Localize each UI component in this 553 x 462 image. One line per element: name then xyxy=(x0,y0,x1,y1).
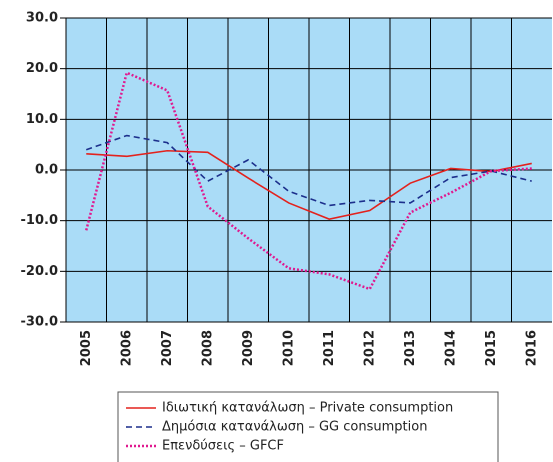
x-tick-label: 2009 xyxy=(241,330,256,366)
y-tick-label: 30.0 xyxy=(26,11,58,26)
series-line xyxy=(85,70,532,291)
y-tick-label: -20.0 xyxy=(21,264,58,279)
y-tick-label: -10.0 xyxy=(21,213,58,228)
y-tick-label: -30.0 xyxy=(21,315,58,330)
x-tick-label: 2013 xyxy=(403,330,418,366)
legend-label: Επενδύσεις – GFCF xyxy=(162,439,284,454)
x-tick-label: 2008 xyxy=(200,330,215,366)
x-tick-label: 2010 xyxy=(281,330,296,366)
x-tick-label: 2014 xyxy=(443,330,458,366)
x-tick-label: 2015 xyxy=(484,330,499,366)
x-tick-label: 2016 xyxy=(524,330,539,366)
x-tick-label: 2005 xyxy=(79,330,94,366)
x-tick-label: 2012 xyxy=(362,330,377,366)
legend-label: Δημόσια κατανάλωση – GG consumption xyxy=(162,420,427,435)
series-line xyxy=(85,134,532,207)
legend-box xyxy=(117,391,499,462)
x-tick-label: 2011 xyxy=(322,330,337,366)
x-tick-label: 2007 xyxy=(160,330,175,366)
y-tick-label: 0.0 xyxy=(35,163,58,178)
y-tick-label: 20.0 xyxy=(26,61,58,76)
series-line xyxy=(86,149,532,220)
legend-label: Ιδιωτική κατανάλωση – Private consumptio… xyxy=(162,401,453,416)
x-tick-label: 2006 xyxy=(119,330,134,366)
y-tick-label: 10.0 xyxy=(26,112,58,127)
